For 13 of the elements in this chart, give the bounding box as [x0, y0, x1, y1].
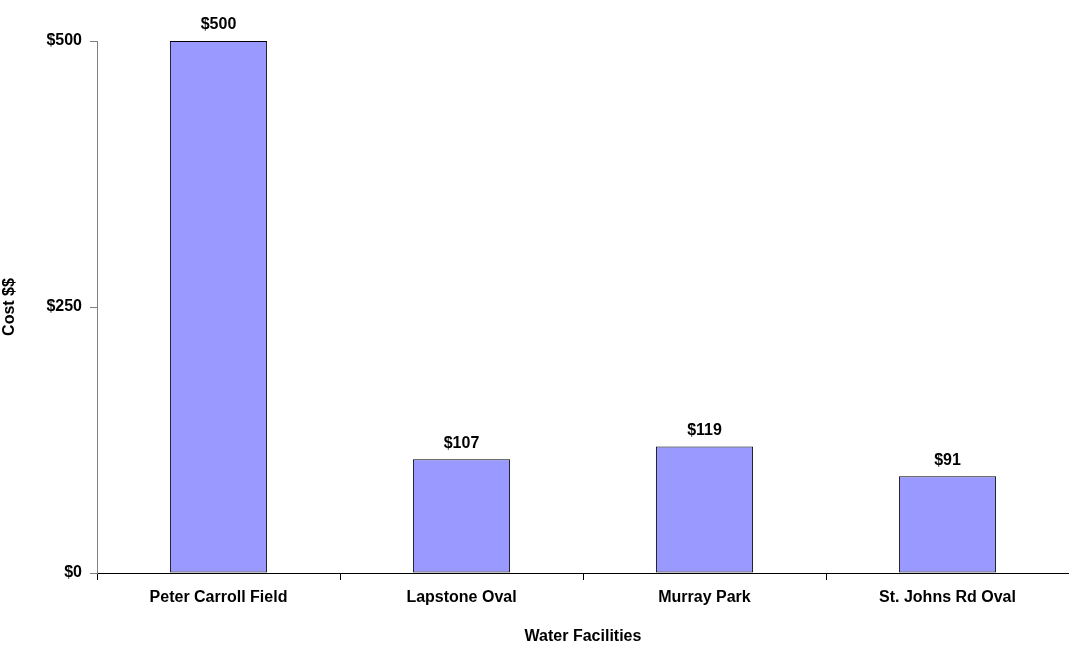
y-axis-title: Cost $$ [0, 278, 18, 336]
x-tick-label: Lapstone Oval [406, 588, 517, 606]
y-tick-label: $500 [46, 31, 83, 49]
data-label: $500 [200, 15, 237, 33]
data-label: $107 [443, 433, 480, 451]
x-tick-label: Peter Carroll Field [149, 588, 288, 606]
x-tick-label: Murray Park [658, 588, 751, 606]
data-label: $119 [687, 420, 722, 438]
x-axis-title: Water Facilities [524, 626, 642, 644]
x-tick-label: St. Johns Rd Oval [879, 588, 1016, 606]
y-tick-label: $250 [46, 297, 83, 315]
data-label: $91 [934, 450, 961, 468]
y-tick-label: $0 [64, 563, 83, 581]
